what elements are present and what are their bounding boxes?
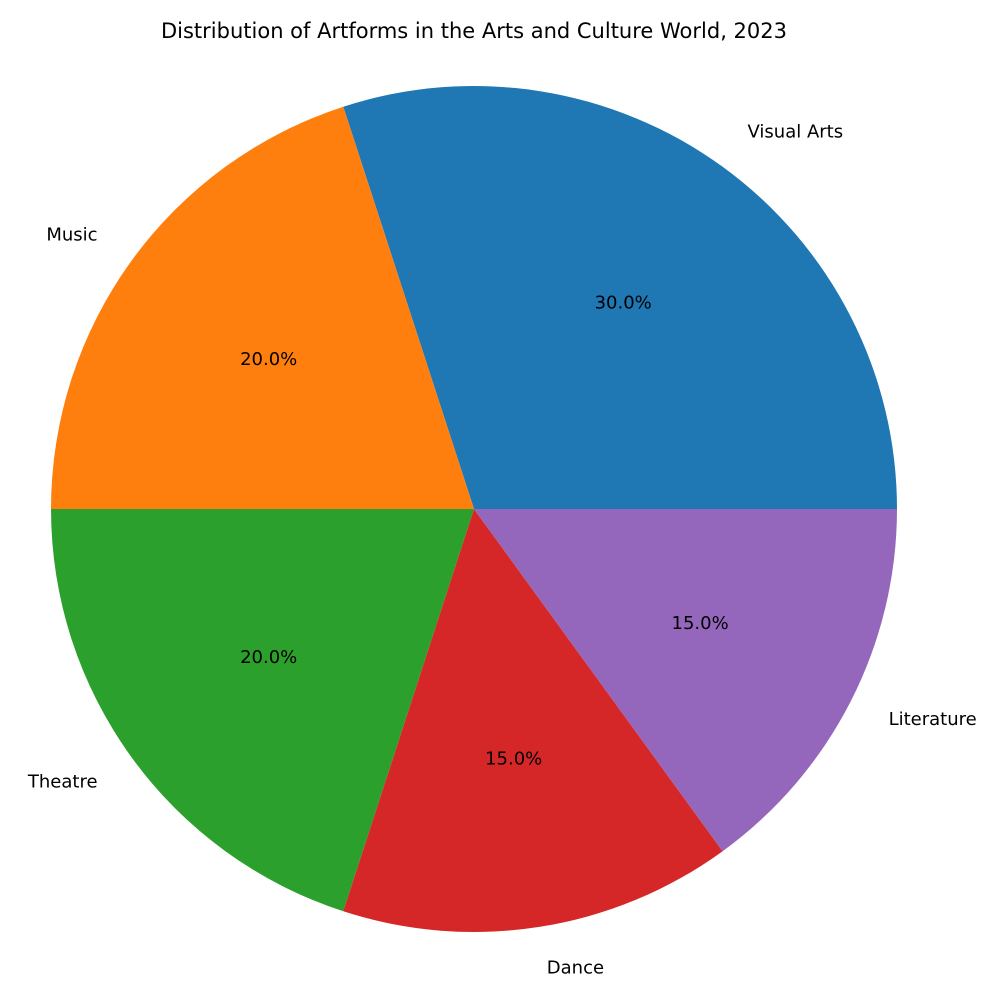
slice-label: Music: [46, 225, 97, 246]
slice-percent-label: 20.0%: [240, 647, 297, 668]
slice-percent-label: 15.0%: [485, 749, 542, 770]
pie-slice-dance: [343, 509, 723, 932]
slice-label: Literature: [889, 709, 977, 730]
slice-percent-label: 15.0%: [672, 613, 729, 634]
pie-slice-visual-arts: [343, 85, 897, 510]
chart-title: Distribution of Artforms in the Arts and…: [161, 19, 787, 43]
slices-layer: [50, 85, 897, 932]
pie-slice-theatre: [51, 509, 474, 912]
slice-label: Dance: [547, 958, 604, 979]
pie-slice-literature: [474, 509, 897, 852]
pie-slice-music: [50, 106, 475, 509]
labels-layer: Visual Arts 30.0% Music 20.0% Theatre 20.0% Da…: [27, 122, 977, 979]
slice-percent-label: 20.0%: [240, 349, 297, 370]
slice-percent-label: 30.0%: [595, 293, 652, 314]
slice-label: Visual Arts: [748, 122, 844, 143]
slice-label: Theatre: [27, 772, 98, 793]
